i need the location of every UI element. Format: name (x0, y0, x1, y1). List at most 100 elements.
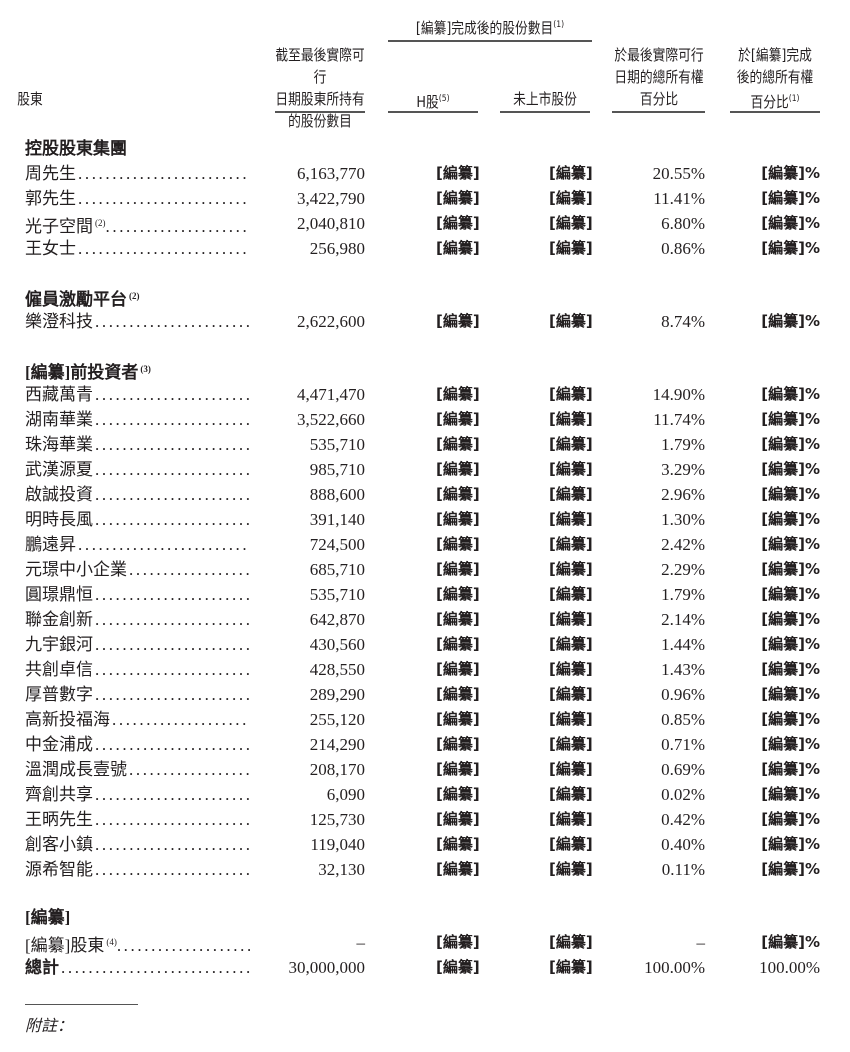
leader-dots: ........................................… (95, 835, 250, 854)
ownership-pct-after: [編纂]% (761, 933, 820, 951)
ownership-pct-after: [編纂]% (761, 610, 820, 628)
unlisted-shares: [編纂] (549, 410, 593, 428)
leader-dots: ........................................… (95, 785, 250, 804)
shareholder-name-cell: 控股股東集團 (25, 136, 250, 161)
ownership-pct-after: [編纂]% (761, 685, 820, 703)
shareholder-name-cell: 九宇銀河....................................… (25, 632, 250, 657)
leader-dots: ........................................… (95, 312, 250, 331)
h-shares: [編纂] (436, 435, 480, 453)
shareholder-name-cell: 元璟中小企業..................................… (25, 557, 250, 582)
unlisted-shares: [編纂] (549, 710, 593, 728)
ownership-pct: 1.30% (661, 510, 705, 529)
unlisted-shares: [編纂] (549, 610, 593, 628)
shareholder-name: 湖南華業 (25, 410, 95, 429)
ownership-pct: 0.40% (661, 835, 705, 854)
unlisted-shares: [編纂] (549, 785, 593, 803)
unlisted-shares: [編纂] (549, 435, 593, 453)
shareholder-name-cell: 共創卓信....................................… (25, 657, 250, 682)
shares-held: 4,471,470 (297, 385, 365, 404)
table-row: 武漢源夏....................................… (0, 457, 850, 482)
shareholder-name-cell: [編纂]股東(4)...............................… (25, 930, 250, 958)
ownership-pct: 20.55% (652, 164, 705, 183)
shares-held: 391,140 (309, 510, 365, 529)
shareholder-name: [編纂]股東 (25, 936, 107, 955)
footnote-ref: (1) (788, 94, 800, 104)
header-group-title-text: [編纂]完成後的股份數目 (415, 19, 554, 37)
shareholder-name-cell: 明時長風....................................… (25, 507, 250, 532)
shareholder-name-cell: 周先生.....................................… (25, 161, 250, 186)
section-heading: 控股股東集團 (0, 136, 850, 161)
table-row: 源希智能....................................… (0, 857, 850, 882)
table-row: 湖南華業....................................… (0, 407, 850, 432)
ownership-pct-after: [編纂]% (761, 189, 820, 207)
shares-held: 289,290 (309, 685, 365, 704)
shareholder-name: 創客小鎮 (25, 835, 95, 854)
ownership-pct: – (696, 933, 706, 952)
shareholder-name-cell: 厚普數字....................................… (25, 682, 250, 707)
notes-label: 附註： (25, 1018, 74, 1035)
shares-held: 214,290 (309, 735, 365, 754)
header-shareholder: 股東 (17, 90, 43, 108)
ownership-pct-after: [編纂]% (761, 164, 820, 182)
shareholder-name-cell: 源希智能....................................… (25, 857, 250, 882)
table-row: 光子空間(2).................................… (0, 211, 850, 236)
h-shares: [編纂] (436, 485, 480, 503)
shareholder-name: 僱員激勵平台 (25, 290, 129, 309)
ownership-pct: 0.96% (661, 685, 705, 704)
ownership-pct-after: [編纂]% (761, 510, 820, 528)
ownership-pct: 100.00% (644, 958, 705, 977)
unlisted-shares: [編纂] (549, 239, 593, 257)
ownership-pct: 11.74% (653, 410, 705, 429)
leader-dots: ........................................… (95, 585, 250, 604)
shareholder-name: 九宇銀河 (25, 635, 95, 654)
table-row: 溫潤成長壹號..................................… (0, 757, 850, 782)
h-shares: [編纂] (436, 635, 480, 653)
leader-dots: ........................................… (61, 958, 250, 977)
ownership-pct-after: [編纂]% (761, 535, 820, 553)
shares-held: 2,622,600 (297, 312, 365, 331)
leader-dots: ........................................… (95, 635, 250, 654)
ownership-pct: 11.41% (653, 189, 705, 208)
unlisted-shares: [編纂] (549, 685, 593, 703)
section-heading: [編纂]前投資者 (3) (0, 357, 850, 382)
header-line: 截至最後實際可行 (275, 46, 365, 86)
ownership-pct-after: [編纂]% (761, 760, 820, 778)
table-row: 元璟中小企業..................................… (0, 557, 850, 582)
shareholder-name-cell: 創客小鎮....................................… (25, 832, 250, 857)
ownership-pct: 2.42% (661, 535, 705, 554)
ownership-pct-after: [編纂]% (761, 214, 820, 232)
ownership-pct: 0.69% (661, 760, 705, 779)
unlisted-shares: [編纂] (549, 485, 593, 503)
shareholder-name: 西藏萬青 (25, 385, 95, 404)
ownership-pct-after: [編纂]% (761, 735, 820, 753)
ownership-pct: 0.11% (661, 860, 705, 879)
shareholder-name: 溫潤成長壹號 (25, 760, 129, 779)
ownership-pct-after: [編纂]% (761, 385, 820, 403)
shareholder-name-cell: 郭先生.....................................… (25, 186, 250, 211)
unlisted-shares: [編纂] (549, 760, 593, 778)
leader-dots: ........................................… (95, 660, 250, 679)
h-shares: [編纂] (436, 385, 480, 403)
footnote-ref: (5) (438, 94, 450, 104)
shareholder-name-cell: 光子空間(2).................................… (25, 211, 250, 239)
shareholder-name-cell: 湖南華業....................................… (25, 407, 250, 432)
section-heading: 僱員激勵平台 (2) (0, 284, 850, 309)
h-shares: [編纂] (436, 933, 480, 951)
shareholder-name-cell: [編纂] (25, 905, 250, 930)
leader-dots: ........................................… (95, 510, 250, 529)
header-group-title: [編纂]完成後的股份數目(1) (403, 14, 576, 39)
leader-dots: ........................................… (95, 460, 250, 479)
h-shares: [編纂] (436, 835, 480, 853)
ownership-pct: 0.02% (661, 785, 705, 804)
table-row: 樂澄科技....................................… (0, 309, 850, 334)
shares-held: 208,170 (309, 760, 365, 779)
shares-held: 32,130 (318, 860, 365, 879)
shareholder-name-cell: 王昞先生....................................… (25, 807, 250, 832)
shareholder-name-cell: 珠海華業....................................… (25, 432, 250, 457)
shareholder-name-cell: 樂澄科技....................................… (25, 309, 250, 334)
ownership-pct-after: [編纂]% (761, 560, 820, 578)
shares-held: 125,730 (309, 810, 365, 829)
unlisted-shares: [編纂] (549, 958, 593, 976)
ownership-pct: 0.42% (661, 810, 705, 829)
header-rule (730, 111, 820, 113)
